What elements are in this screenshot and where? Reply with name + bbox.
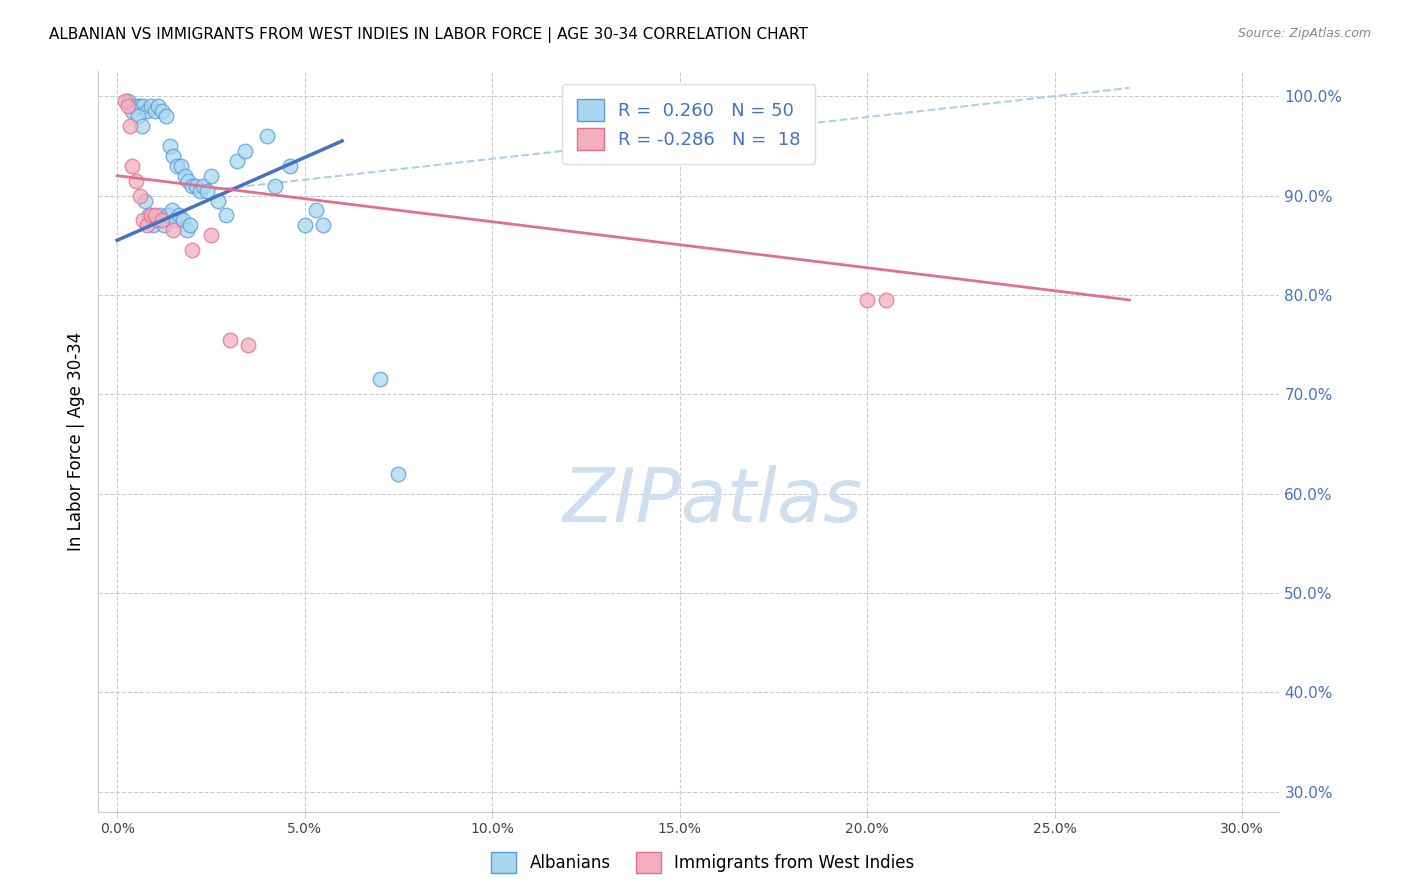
Point [179,219,201,233]
Point [149,209,172,223]
Point [155,109,177,123]
Point [294,219,316,233]
Point [875,293,897,307]
Text: Source: ZipAtlas.com: Source: ZipAtlas.com [1237,27,1371,40]
Point [132,99,155,113]
Point [131,119,153,133]
Point [159,139,181,153]
Point [166,159,188,173]
Legend: R =  0.260   N = 50, R = -0.286   N =  18: R = 0.260 N = 50, R = -0.286 N = 18 [562,84,815,164]
Point [143,104,166,119]
Point [184,178,207,193]
Point [153,219,176,233]
Point [160,203,183,218]
Point [200,228,222,243]
Point [215,209,238,223]
Y-axis label: In Labor Force | Age 30-34: In Labor Force | Age 30-34 [66,332,84,551]
Point [117,99,139,113]
Point [312,219,335,233]
Point [256,128,278,143]
Point [218,333,240,347]
Point [139,99,162,113]
Text: ALBANIAN VS IMMIGRANTS FROM WEST INDIES IN LABOR FORCE | AGE 30-34 CORRELATION C: ALBANIAN VS IMMIGRANTS FROM WEST INDIES … [49,27,808,43]
Point [143,209,166,223]
Point [167,209,190,223]
Legend: Albanians, Immigrants from West Indies: Albanians, Immigrants from West Indies [485,846,921,880]
Point [176,223,198,237]
Point [233,144,256,158]
Point [278,159,301,173]
Point [134,194,156,208]
Point [226,153,249,168]
Point [207,194,229,208]
Point [125,99,148,113]
Point [200,169,222,183]
Point [156,209,179,223]
Point [181,244,204,258]
Point [138,209,160,223]
Point [132,213,155,227]
Point [114,94,136,108]
Point [150,213,173,227]
Point [172,213,194,227]
Point [162,223,184,237]
Point [127,109,149,123]
Point [165,213,187,227]
Point [305,203,328,218]
Point [121,104,143,119]
Point [125,174,148,188]
Point [238,337,260,351]
Point [173,169,195,183]
Point [162,149,184,163]
Point [145,213,167,227]
Point [150,104,173,119]
Point [387,467,409,481]
Point [170,159,193,173]
Point [136,104,159,119]
Point [128,99,150,113]
Point [117,94,139,108]
Point [128,188,150,202]
Point [193,178,215,193]
Point [263,178,285,193]
Point [136,219,159,233]
Point [120,119,142,133]
Point [142,219,165,233]
Point [195,184,218,198]
Text: ZIPatlas: ZIPatlas [562,465,863,537]
Point [856,293,879,307]
Point [139,209,162,223]
Point [181,178,204,193]
Point [148,99,170,113]
Point [188,184,211,198]
Point [177,174,200,188]
Point [121,159,143,173]
Point [368,372,391,386]
